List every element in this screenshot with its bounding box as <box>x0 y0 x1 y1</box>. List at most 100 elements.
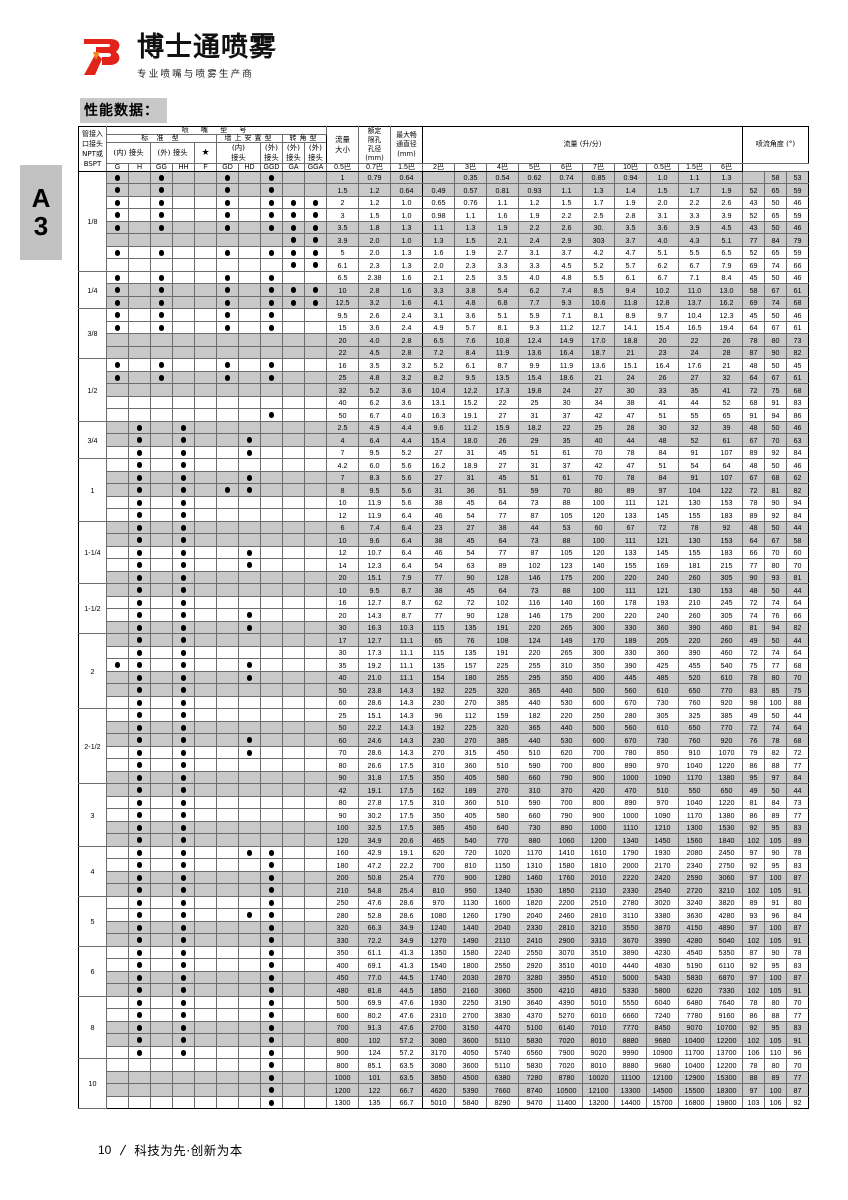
flow-value-1.5巴: 320 <box>486 683 519 697</box>
orifice-value: 81.8 <box>358 983 391 997</box>
table-row: 25 4.8 3.2 8.2 9.5 13.5 15.4 18.6 21 24 26 27 32 64 67… <box>79 370 809 385</box>
flow-value-2巴: 2920 <box>518 958 551 972</box>
spray-angle-1.5巴: 74 <box>764 258 787 272</box>
spray-angle-1.5巴: 89 <box>764 1070 787 1085</box>
nozzle-marker-G <box>106 1045 129 1060</box>
flow-value-1.5巴: 510 <box>486 758 519 772</box>
flow-value-5巴: 189 <box>614 633 647 647</box>
nozzle-marker-H <box>128 370 151 385</box>
spray-angle-6巴: 70 <box>786 670 809 685</box>
nozzle-marker-HH <box>172 545 195 560</box>
flow-value-4巴: 13200 <box>582 1095 615 1110</box>
flow-value-2巴: 12.4 <box>518 333 551 347</box>
max-passage-value: 1.0 <box>390 208 423 222</box>
flow-value-5巴: 14.1 <box>614 320 647 335</box>
flow-value-6巴: 51 <box>646 458 679 472</box>
nozzle-marker-GG <box>150 933 173 947</box>
page-footer: 10 / 科技为先·创新为本 <box>98 1140 243 1159</box>
spray-angle-0.5巴: 89 <box>742 445 765 460</box>
flow-value-10巴: 61 <box>710 433 743 447</box>
nozzle-marker-GG <box>150 183 173 197</box>
nozzle-marker-GG <box>150 658 173 672</box>
nozzle-marker-GGD <box>260 345 283 360</box>
nozzle-marker-H <box>128 520 151 535</box>
spray-angle-1.5巴: 68 <box>764 470 787 485</box>
spray-angle-6巴: 53 <box>786 170 809 185</box>
filled-dot-icon <box>180 537 187 544</box>
spray-angle-1.5巴: 74 <box>764 720 787 735</box>
flow-value-7巴: 3240 <box>678 895 711 910</box>
flow-value-5巴: 8.9 <box>614 308 647 322</box>
flow-value-6巴: 9680 <box>646 1033 679 1047</box>
flow-value-0.5巴: 3170 <box>422 1045 455 1060</box>
table-row: 180 47.2 22.2 700 810 1150 1310 1580 1810 2000 217… <box>79 858 809 872</box>
spray-angle-1.5巴: 84 <box>764 795 787 810</box>
orifice-value: 50.8 <box>358 870 391 885</box>
nozzle-marker-HD <box>238 695 261 710</box>
nozzle-marker-GGA <box>304 1020 327 1035</box>
nozzle-marker-H <box>128 545 151 560</box>
orifice-value: 27.8 <box>358 795 391 810</box>
spray-angle-1.5巴: 88 <box>764 758 787 772</box>
flow-value-5巴: 1790 <box>614 845 647 860</box>
max-passage-value: 0.64 <box>390 183 423 197</box>
flow-value-7巴: 155 <box>678 545 711 560</box>
nozzle-marker-GGA <box>304 495 327 510</box>
flow-value-0.7巴: 1130 <box>454 895 487 910</box>
nozzle-marker-G <box>106 333 129 347</box>
nozzle-marker-GG <box>150 708 173 722</box>
spray-angle-1.5巴: 50 <box>764 195 787 210</box>
flow-value-5巴: 3550 <box>614 920 647 935</box>
spray-angle-6巴: 68 <box>786 383 809 397</box>
nozzle-marker-HD <box>238 408 261 422</box>
flow-value-7巴: 91 <box>678 470 711 485</box>
flow-value-6巴: 610 <box>646 683 679 697</box>
flow-value-3巴: 2900 <box>550 933 583 947</box>
nozzle-marker-GG <box>150 458 173 472</box>
flow-value-2巴: 880 <box>518 833 551 847</box>
nozzle-marker-GA <box>282 233 305 247</box>
nozzle-marker-F <box>194 670 217 685</box>
flow-value-4巴: 3510 <box>582 945 615 960</box>
flow-value-1.5巴: 102 <box>486 595 519 610</box>
flow-value-3巴: 11400 <box>550 1095 583 1110</box>
orifice-value: 3.6 <box>358 320 391 335</box>
spray-angle-0.5巴: 92 <box>742 858 765 872</box>
nozzle-marker-GG <box>150 420 173 435</box>
nozzle-marker-GG <box>150 758 173 772</box>
flow-value-6巴: 485 <box>646 670 679 685</box>
flow-value-3巴: 37 <box>550 408 583 422</box>
max-passage-value: 1.6 <box>390 295 423 310</box>
filled-dot-icon <box>224 249 231 256</box>
spray-angle-0.5巴: 64 <box>742 320 765 335</box>
flow-value-5巴: 445 <box>614 670 647 685</box>
nozzle-marker-HH <box>172 783 195 797</box>
max-passage-value: 14.3 <box>390 683 423 697</box>
nozzle-marker-HH <box>172 933 195 947</box>
filled-dot-icon <box>180 824 187 831</box>
flow-value-7巴: 2720 <box>678 883 711 897</box>
filled-dot-icon <box>268 187 275 194</box>
nozzle-marker-H <box>128 645 151 660</box>
nozzle-marker-GGD <box>260 908 283 922</box>
flow-value-0.7巴: 2700 <box>454 1008 487 1022</box>
flow-size-value: 12 <box>326 508 359 522</box>
nozzle-marker-HH <box>172 458 195 472</box>
flow-size-value: 600 <box>326 1008 359 1022</box>
filled-dot-icon <box>224 374 231 381</box>
filled-dot-icon <box>136 712 143 719</box>
nozzle-marker-GA <box>282 208 305 222</box>
flow-value-0.5巴: 27 <box>422 470 455 485</box>
max-passage-value: 17.5 <box>390 783 423 797</box>
filled-dot-icon <box>246 449 253 456</box>
nozzle-marker-GA <box>282 895 305 910</box>
table-row: 2 17 12.7 11.1 65 76 108 124 149 170 189 205 220 260 4… <box>78 633 809 710</box>
nozzle-marker-G <box>106 195 129 210</box>
nozzle-marker-G <box>106 933 129 947</box>
flow-value-0.7巴: 3.8 <box>454 283 487 297</box>
flow-value-7巴: 260 <box>678 570 711 585</box>
flow-value-5巴: 670 <box>614 695 647 710</box>
nozzle-marker-H <box>128 458 151 472</box>
nozzle-marker-HH <box>172 620 195 635</box>
flow-value-4巴: 900 <box>582 808 615 822</box>
